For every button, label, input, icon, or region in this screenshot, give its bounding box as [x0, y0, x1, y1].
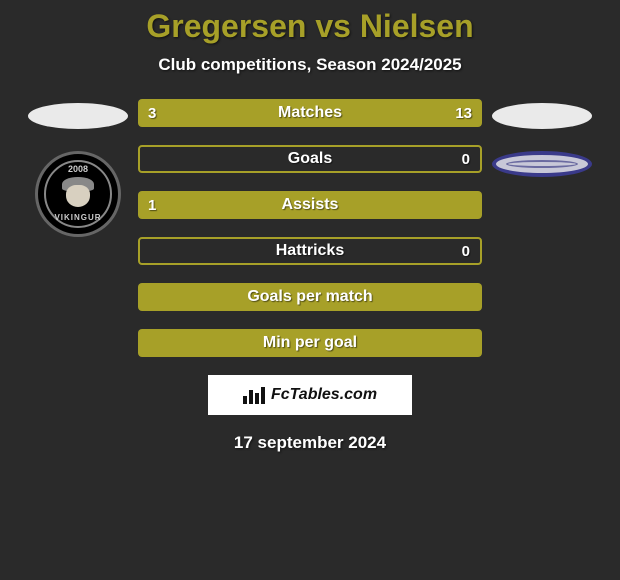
- bar-label: Goals: [288, 150, 332, 168]
- left-ellipse-icon: [28, 103, 128, 129]
- main-row: 2008 VIKINGUR 3 Matches 13 Goals 0: [0, 99, 620, 357]
- date-text: 17 september 2024: [234, 433, 386, 453]
- bar-right-value: 13: [455, 105, 472, 122]
- right-side: [482, 99, 602, 177]
- infographic-root: Gregersen vs Nielsen Club competitions, …: [0, 0, 620, 453]
- bar-label: Min per goal: [263, 334, 357, 352]
- bar-label: Matches: [278, 104, 342, 122]
- bar-left-value: 3: [148, 105, 156, 122]
- bar-chart-icon: [243, 386, 265, 404]
- bar-min-per-goal: Min per goal: [138, 329, 482, 357]
- bar-assists: 1 Assists: [138, 191, 482, 219]
- page-title: Gregersen vs Nielsen: [146, 8, 473, 45]
- bar-left-value: 1: [148, 197, 156, 214]
- crest-name: VIKINGUR: [54, 213, 101, 222]
- crest-inner: 2008 VIKINGUR: [44, 160, 112, 228]
- right-club-crest-icon: [492, 151, 592, 177]
- brand-text: FcTables.com: [271, 386, 377, 404]
- viking-face-icon: [58, 177, 98, 211]
- bar-right-value: 0: [462, 243, 470, 260]
- crest-year: 2008: [68, 164, 88, 174]
- subtitle: Club competitions, Season 2024/2025: [158, 55, 461, 75]
- left-side: 2008 VIKINGUR: [18, 99, 138, 237]
- bar-label: Goals per match: [247, 288, 372, 306]
- bar-goals: Goals 0: [138, 145, 482, 173]
- bar-label: Hattricks: [276, 242, 344, 260]
- bar-goals-per-match: Goals per match: [138, 283, 482, 311]
- brand-box[interactable]: FcTables.com: [208, 375, 412, 415]
- bar-right-value: 0: [462, 151, 470, 168]
- bar-hattricks: Hattricks 0: [138, 237, 482, 265]
- bar-label: Assists: [282, 196, 339, 214]
- stat-bars: 3 Matches 13 Goals 0 1 Assists Hattricks…: [138, 99, 482, 357]
- left-club-crest-icon: 2008 VIKINGUR: [35, 151, 121, 237]
- right-ellipse-icon: [492, 103, 592, 129]
- bar-matches: 3 Matches 13: [138, 99, 482, 127]
